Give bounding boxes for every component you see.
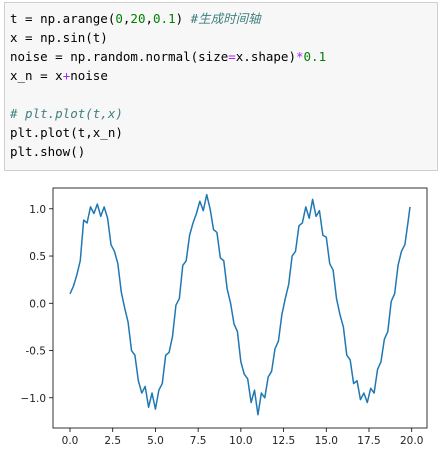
code-token: x_n = x bbox=[10, 68, 63, 83]
x-tick-label: 12.5 bbox=[272, 435, 295, 447]
code-token: * bbox=[296, 49, 304, 64]
data-line bbox=[69, 193, 411, 416]
code-line: plt.plot(t,x_n) bbox=[10, 125, 123, 140]
code-token: 0.1 bbox=[304, 49, 327, 64]
x-tick-label: 0.0 bbox=[62, 435, 79, 447]
code-line: t = np.arange(0,20,0.1) #生成时间轴 bbox=[10, 11, 262, 26]
code-cell[interactable] bbox=[4, 2, 438, 171]
code-token: plt.show() bbox=[10, 144, 85, 159]
x-tick-label: 15.0 bbox=[315, 435, 338, 447]
code-line: # plt.plot(t,x) bbox=[9, 106, 123, 121]
code-token: x.shape) bbox=[236, 49, 296, 64]
code-line: plt.show() bbox=[10, 144, 85, 159]
code-token: # plt.plot(t,x) bbox=[9, 106, 123, 121]
code-token: t = np.arange( bbox=[10, 11, 115, 26]
y-tick-label: −1.0 bbox=[21, 393, 47, 405]
code-token: #生成时间轴 bbox=[190, 11, 263, 26]
code-token: plt.plot(t,x_n) bbox=[10, 125, 123, 140]
code-line: x = np.sin(t) bbox=[10, 30, 108, 45]
x-tick-label: 2.5 bbox=[104, 435, 121, 447]
code-token: noise = np.random.normal(size bbox=[10, 49, 228, 64]
y-tick-label: -0.5 bbox=[26, 346, 47, 358]
code-line: x_n = x+noise bbox=[10, 68, 108, 83]
y-tick-label: 1.0 bbox=[29, 204, 46, 216]
code-token: noise bbox=[70, 68, 108, 83]
code-token: + bbox=[63, 68, 71, 83]
plot-frame bbox=[52, 187, 428, 429]
code-token: x = np.sin(t) bbox=[10, 30, 108, 45]
x-tick-label: 20.0 bbox=[400, 435, 423, 447]
x-tick-label: 7.5 bbox=[190, 435, 207, 447]
code-token: 20 bbox=[130, 11, 145, 26]
x-tick-label: 5.0 bbox=[147, 435, 164, 447]
x-tick-label: 10.0 bbox=[229, 435, 252, 447]
code-token: , bbox=[145, 11, 153, 26]
y-tick-label: 0.5 bbox=[29, 251, 46, 263]
code-token: , bbox=[123, 11, 131, 26]
code-line: noise = np.random.normal(size=x.shape)*0… bbox=[10, 49, 326, 64]
code-token: 0.1 bbox=[153, 11, 176, 26]
code-token: 0 bbox=[115, 11, 123, 26]
code-token: = bbox=[228, 49, 236, 64]
x-tick-label: 17.5 bbox=[357, 435, 380, 447]
y-tick-label: 0.0 bbox=[29, 298, 46, 310]
code-token: ) bbox=[176, 11, 191, 26]
